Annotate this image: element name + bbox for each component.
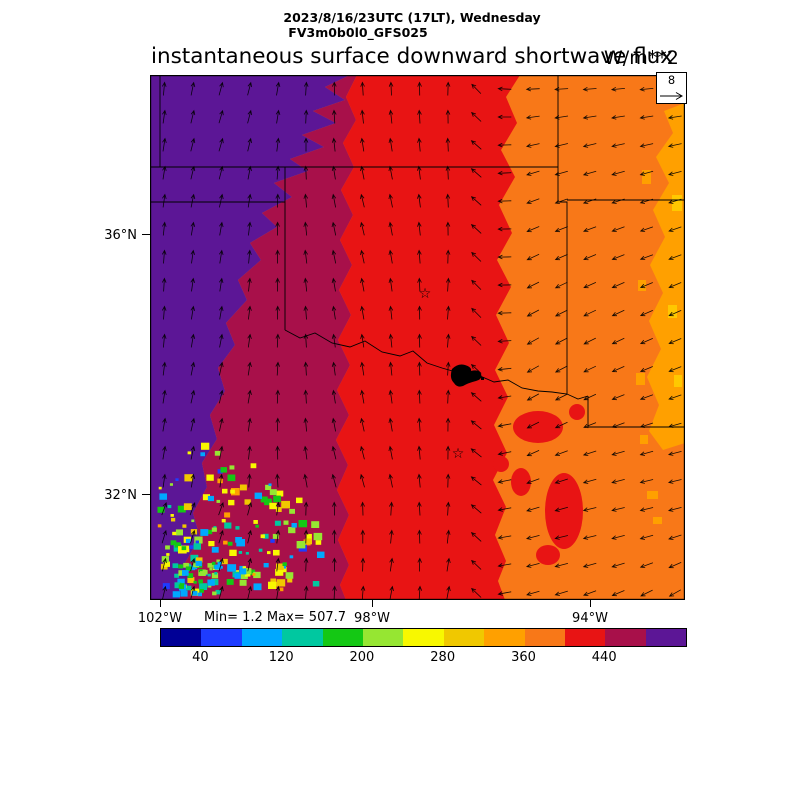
wind-reference-arrow-icon xyxy=(660,92,683,100)
min-max-label: Min= 1.2 Max= 507.7 xyxy=(204,610,347,625)
colorbar-segment xyxy=(605,629,646,646)
lon-tick-94w xyxy=(590,600,591,607)
wind-reference-box: 8 xyxy=(656,72,687,104)
datetime-heading: 2023/8/16/23UTC (17LT), Wednesday xyxy=(283,10,541,25)
flux-amber-edge-strip xyxy=(647,103,685,450)
border-texas-arkansas-louisiana xyxy=(587,396,685,428)
colorbar-tick-label: 200 xyxy=(349,650,375,665)
lon-tick-98w xyxy=(372,600,373,607)
lat-label-32n: 32°N xyxy=(104,488,137,503)
colorbar-segment xyxy=(443,629,485,646)
wind-reference-value: 8 xyxy=(667,73,676,87)
lake-polygon xyxy=(450,364,482,387)
city-star-marker-north: ☆ xyxy=(419,286,432,302)
wind-vector-arrows xyxy=(161,81,682,600)
model-heading: FV3m0b0l0_GFS025 xyxy=(288,25,428,40)
map-frame xyxy=(150,75,685,600)
colorbar-segment xyxy=(161,629,202,646)
plot-title: instantaneous surface downward shortwave… xyxy=(151,44,674,69)
map-canvas: ☆ ☆ xyxy=(150,75,685,600)
colorbar-segment xyxy=(362,629,404,646)
colorbar-tick-label: 120 xyxy=(268,650,294,665)
colorbar-segment xyxy=(524,629,565,646)
units-label: W/m**2 xyxy=(604,47,679,69)
flux-band-red xyxy=(336,75,520,600)
colorbar-segment xyxy=(322,629,363,646)
flux-gold-patches xyxy=(668,195,682,387)
lon-label-94w: 94°W xyxy=(572,611,608,626)
colorbar-segment xyxy=(645,629,687,646)
colorbar-tick-label: 40 xyxy=(192,650,209,665)
lon-label-102w: 102°W xyxy=(137,611,183,626)
lon-tick-102w xyxy=(160,600,161,607)
flux-band-purple xyxy=(150,75,350,600)
red-river xyxy=(284,329,589,400)
colorbar-segment xyxy=(403,629,444,646)
colorbar-segment xyxy=(282,629,323,646)
colorbar-tick-label: 280 xyxy=(430,650,456,665)
colorbar-segment xyxy=(241,629,283,646)
lat-tick-32n xyxy=(142,494,150,495)
border-oklahoma-arkansas xyxy=(557,167,568,394)
lon-label-98w: 98°W xyxy=(354,611,390,626)
lake-dot xyxy=(481,377,484,380)
colorbar-labels: 40 120 200 280 360 440 xyxy=(160,650,685,666)
colorbar-segment xyxy=(564,629,606,646)
cloud-speckles xyxy=(157,442,325,598)
flux-amber-patches xyxy=(636,170,662,524)
colorbar xyxy=(160,628,687,647)
city-star-marker-south: ☆ xyxy=(452,446,465,462)
flux-red-blobs-in-orange xyxy=(493,404,585,565)
lat-tick-36n xyxy=(142,234,150,235)
colorbar-tick-label: 440 xyxy=(591,650,617,665)
colorbar-tick-label: 360 xyxy=(511,650,536,665)
lat-label-36n: 36°N xyxy=(104,228,137,243)
colorbar-segment xyxy=(201,629,242,646)
colorbar-segment xyxy=(484,629,525,646)
